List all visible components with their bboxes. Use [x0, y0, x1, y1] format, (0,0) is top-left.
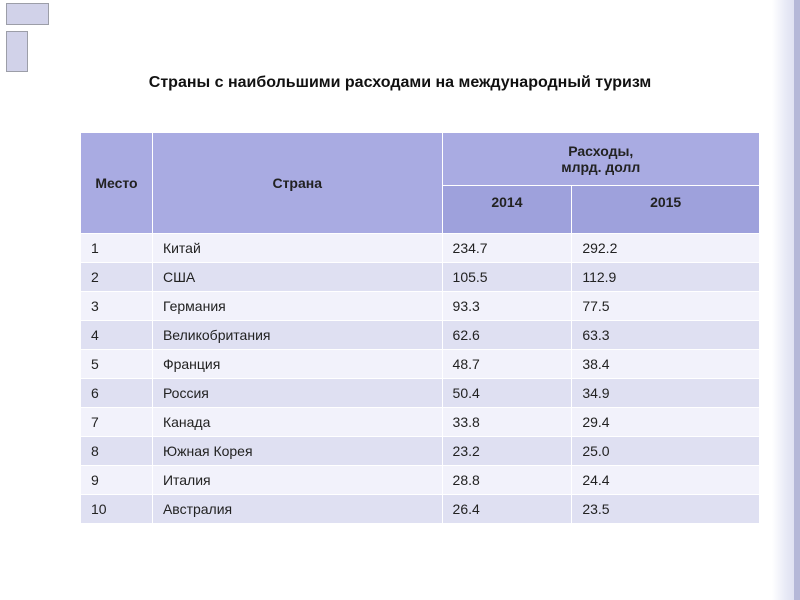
cell-place: 5	[81, 350, 153, 379]
cell-country: Канада	[152, 408, 442, 437]
table-row: 9Италия28.824.4	[81, 466, 760, 495]
cell-place: 6	[81, 379, 153, 408]
cell-place: 3	[81, 292, 153, 321]
th-place: Место	[81, 133, 153, 234]
cell-y2015: 38.4	[572, 350, 760, 379]
table-row: 1Китай234.7292.2	[81, 234, 760, 263]
cell-y2015: 29.4	[572, 408, 760, 437]
cell-country: Китай	[152, 234, 442, 263]
cell-y2015: 77.5	[572, 292, 760, 321]
cell-country: США	[152, 263, 442, 292]
th-year-2015: 2015	[572, 186, 760, 234]
table-body: 1Китай234.7292.22США105.5112.93Германия9…	[81, 234, 760, 524]
cell-place: 2	[81, 263, 153, 292]
table-row: 5Франция48.738.4	[81, 350, 760, 379]
cell-place: 1	[81, 234, 153, 263]
cell-country: Россия	[152, 379, 442, 408]
decor-block-top	[6, 3, 49, 25]
decor-block-left	[6, 31, 28, 72]
cell-y2015: 24.4	[572, 466, 760, 495]
table-row: 2США105.5112.9	[81, 263, 760, 292]
cell-y2015: 25.0	[572, 437, 760, 466]
cell-y2014: 48.7	[442, 350, 572, 379]
cell-country: Италия	[152, 466, 442, 495]
th-year-2014: 2014	[442, 186, 572, 234]
cell-y2014: 50.4	[442, 379, 572, 408]
cell-y2014: 93.3	[442, 292, 572, 321]
cell-y2014: 26.4	[442, 495, 572, 524]
cell-place: 8	[81, 437, 153, 466]
cell-place: 10	[81, 495, 153, 524]
cell-country: Германия	[152, 292, 442, 321]
table-row: 8Южная Корея23.225.0	[81, 437, 760, 466]
cell-y2014: 62.6	[442, 321, 572, 350]
cell-place: 4	[81, 321, 153, 350]
cell-place: 9	[81, 466, 153, 495]
th-expenses-group: Расходы, млрд. долл	[442, 133, 759, 186]
cell-y2015: 63.3	[572, 321, 760, 350]
tourism-spending-table: Место Страна Расходы, млрд. долл 2014 20…	[80, 132, 760, 524]
cell-country: Австралия	[152, 495, 442, 524]
cell-y2015: 292.2	[572, 234, 760, 263]
cell-y2015: 112.9	[572, 263, 760, 292]
th-country: Страна	[152, 133, 442, 234]
cell-y2014: 105.5	[442, 263, 572, 292]
table-row: 10Австралия26.423.5	[81, 495, 760, 524]
cell-place: 7	[81, 408, 153, 437]
table-row: 7Канада33.829.4	[81, 408, 760, 437]
page-title: Страны с наибольшими расходами на междун…	[0, 74, 800, 92]
cell-y2014: 23.2	[442, 437, 572, 466]
cell-country: Великобритания	[152, 321, 442, 350]
tourism-spending-table-wrap: Место Страна Расходы, млрд. долл 2014 20…	[80, 132, 760, 524]
cell-y2014: 33.8	[442, 408, 572, 437]
table-row: 6Россия50.434.9	[81, 379, 760, 408]
cell-y2014: 234.7	[442, 234, 572, 263]
table-row: 4Великобритания62.663.3	[81, 321, 760, 350]
cell-country: Франция	[152, 350, 442, 379]
cell-y2015: 23.5	[572, 495, 760, 524]
table-row: 3Германия93.377.5	[81, 292, 760, 321]
cell-y2015: 34.9	[572, 379, 760, 408]
table-header: Место Страна Расходы, млрд. долл 2014 20…	[81, 133, 760, 234]
cell-y2014: 28.8	[442, 466, 572, 495]
cell-country: Южная Корея	[152, 437, 442, 466]
